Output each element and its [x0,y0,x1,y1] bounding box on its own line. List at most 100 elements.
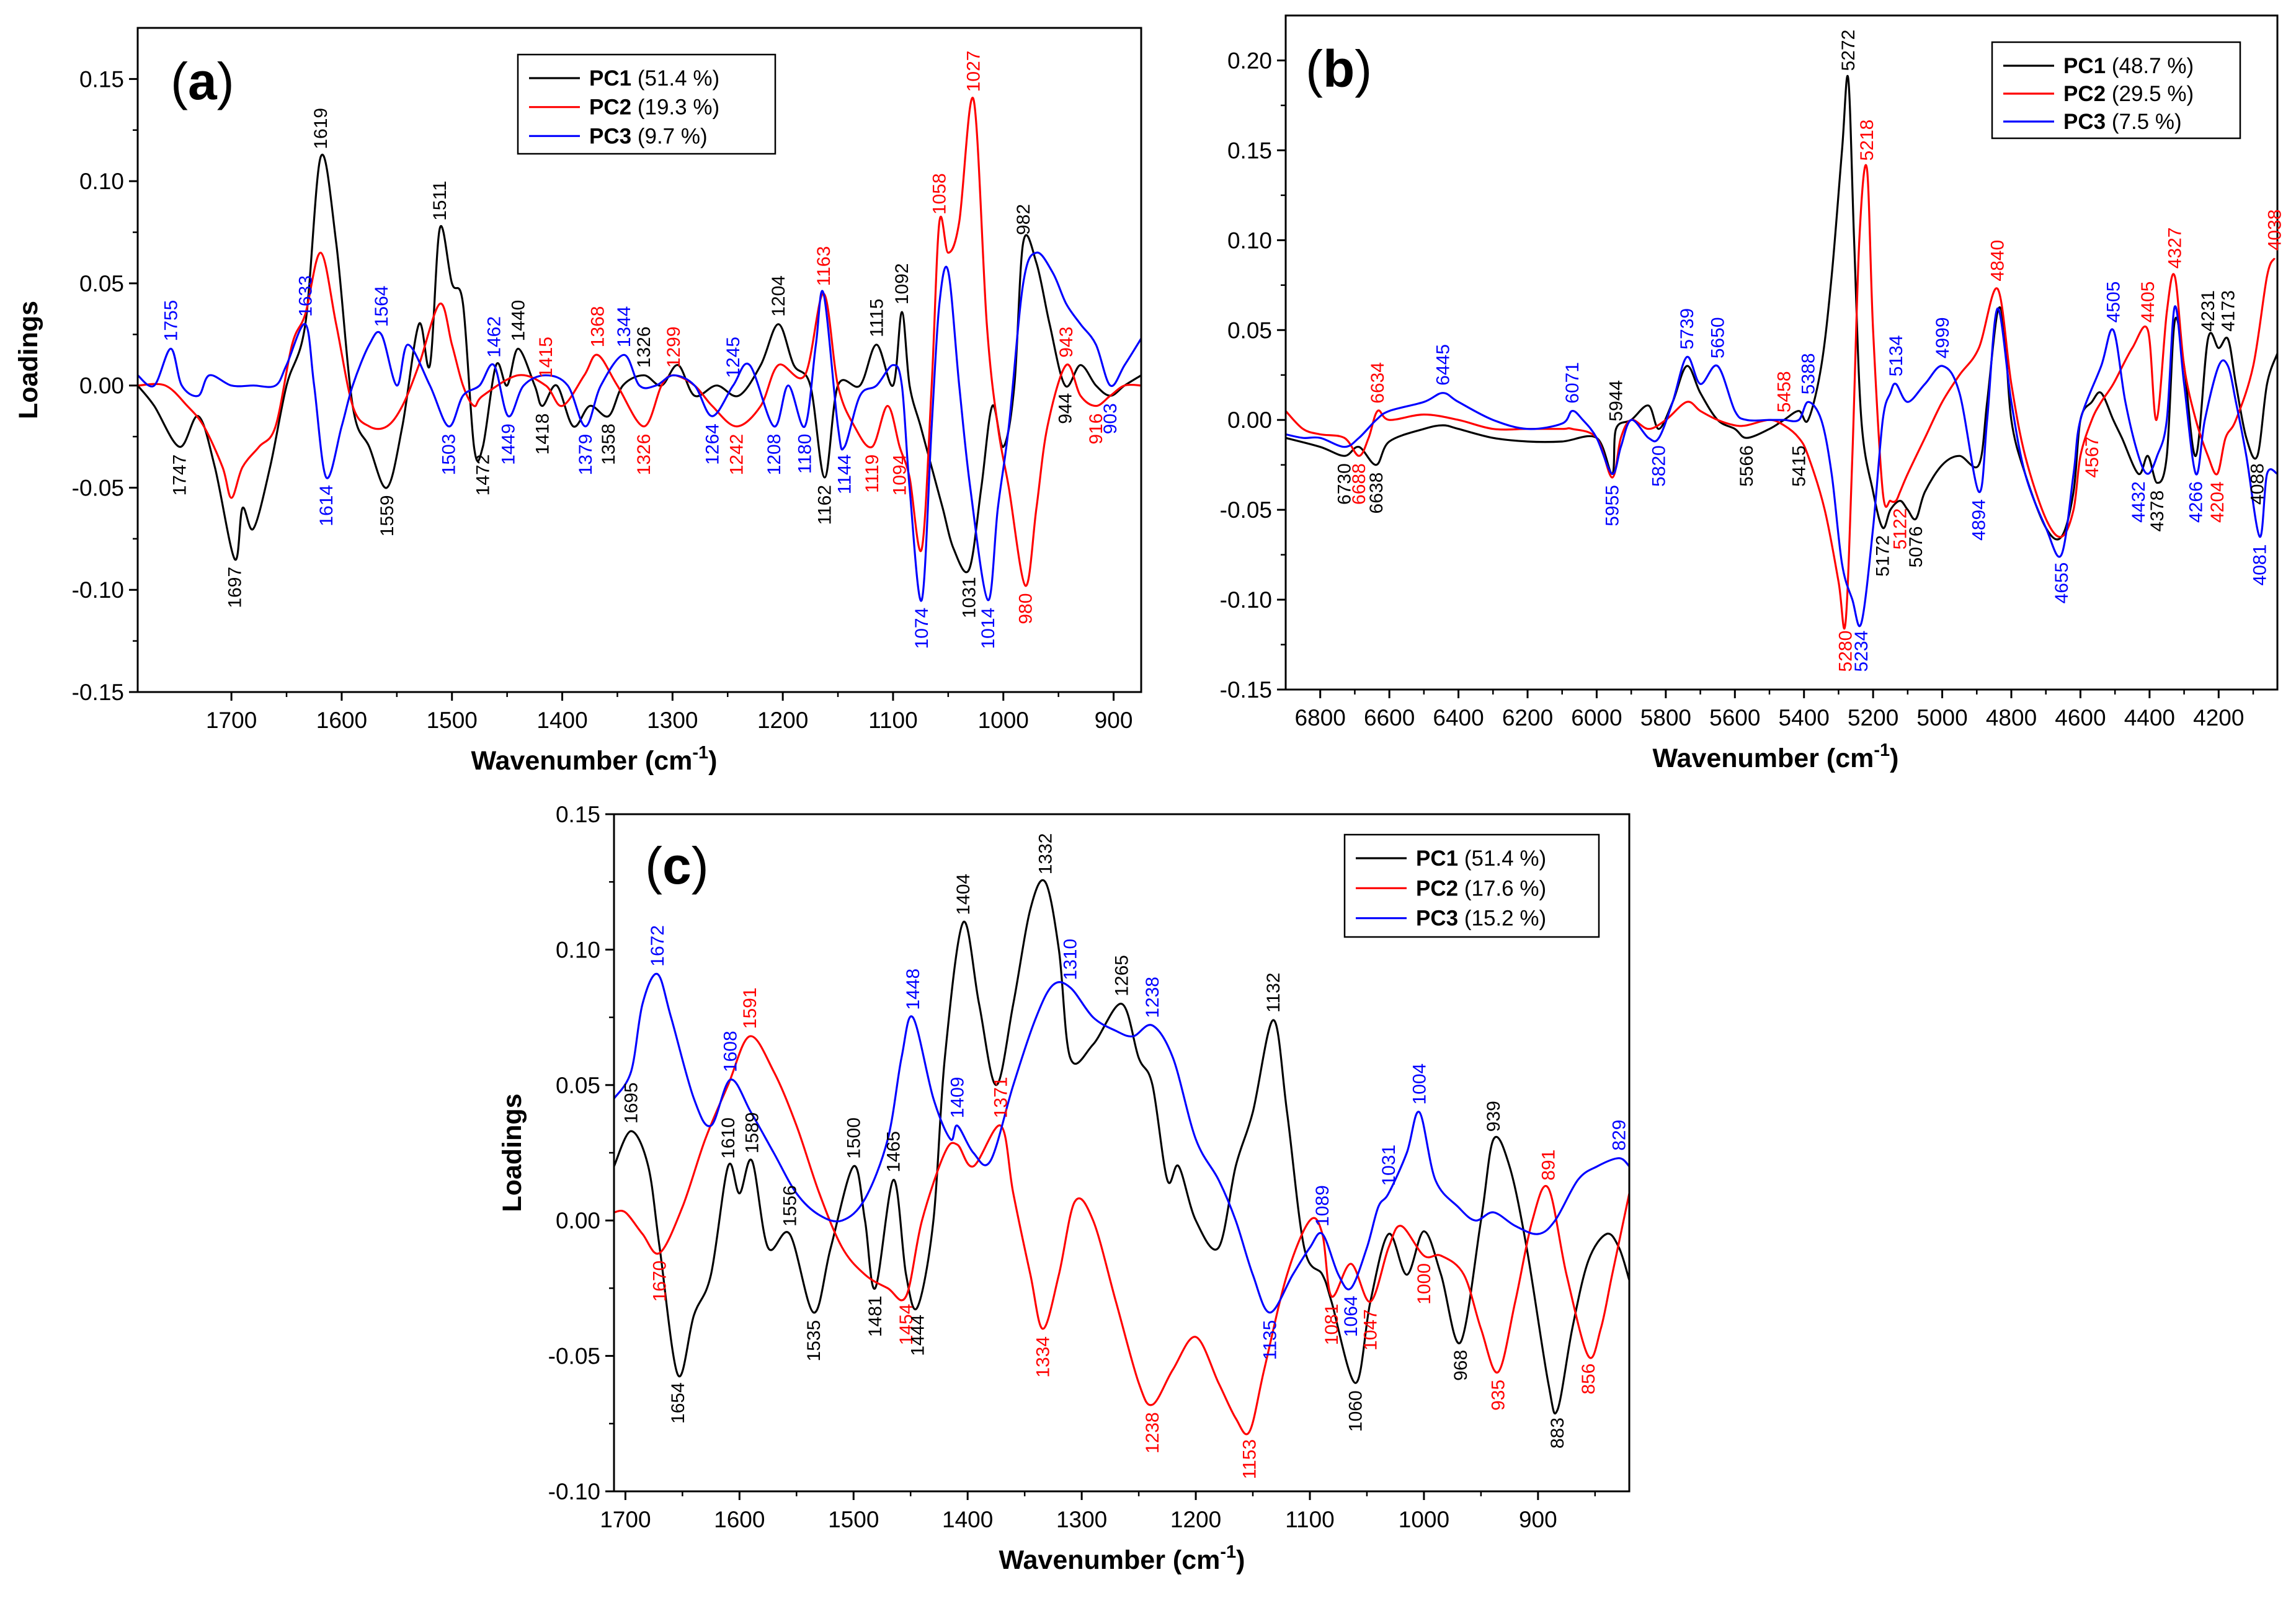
y-tick-label: 0.10 [1227,228,1272,253]
y-tick-label: 0.15 [1227,138,1272,163]
legend-label-pc1: PC1 (51.4 %) [589,66,719,91]
peak-label: 1238 [1142,1412,1163,1454]
peak-label: 1208 [764,434,785,476]
peak-label: 1564 [372,286,392,327]
peak-label: 5650 [1707,317,1728,358]
legend-label-pc3: PC3 (7.5 %) [2063,110,2182,134]
peak-label: 1633 [295,275,316,317]
peak-label: 1089 [1312,1185,1333,1227]
x-tick-label: 5200 [1848,705,1898,730]
peak-label: 1418 [533,414,553,455]
peak-label: 1535 [804,1320,824,1362]
panel-a: 1700 1600 1500 1400 1300 1200 1100 1000 9000.150… [14,27,1142,776]
legend-label-pc2: PC2 (29.5 %) [2063,82,2194,106]
peak-label: 1334 [1033,1336,1054,1378]
peak-label: 1163 [814,246,834,286]
y-axis: 0.20 0.15 0.10 0.05 0.00 -0.05 -0.10 -0.15 [1220,48,1286,703]
x-tick-label: 1200 [1170,1507,1221,1532]
peak-label: 939 [1484,1101,1504,1132]
y-tick-label: 0.10 [556,937,600,962]
peak-label: 1074 [912,608,932,649]
x-axis-title: Wavenumber (cm-1) [471,743,718,776]
peak-label: 6688 [1349,463,1369,505]
peak-label: 4405 [2138,282,2158,323]
series-group [138,96,1141,602]
x-tick-label: 1500 [828,1507,879,1532]
x-axis: 1700 1600 1500 1400 1300 1200 1100 1000 900 [206,692,1132,733]
x-tick-label: 5400 [1779,705,1830,730]
x-tick-label: 900 [1519,1507,1557,1532]
y-tick-label: 0.00 [79,373,124,399]
y-tick-label: -0.10 [72,577,124,603]
y-tick-label: -0.05 [72,475,124,500]
x-tick-label: 4800 [1986,705,2037,730]
series-line-pc2 [138,96,1141,587]
peak-label: 1326 [634,434,654,476]
peak-label: 1672 [647,925,668,967]
y-tick-label: -0.10 [548,1479,600,1504]
y-tick-label: -0.15 [1220,677,1272,703]
x-tick-label: 5600 [1709,705,1760,730]
peak-label: 5076 [1906,526,1926,568]
peak-label: 1326 [634,326,654,368]
legend-box [517,53,776,155]
x-tick-label: 4400 [2124,705,2175,730]
peak-label: 1589 [742,1112,763,1153]
peak-label: 6634 [1368,362,1388,404]
peak-label: 5122 [1890,508,1911,550]
peak-label: 982 [1013,204,1034,235]
peak-label: 1755 [161,300,181,342]
x-tick-label: 1100 [868,708,918,733]
peak-label: 4081 [2250,544,2271,586]
series-group [1286,75,2277,630]
x-axis-title: Wavenumber (cm-1) [1653,740,1899,773]
peak-label: 1371 [991,1077,1012,1119]
peak-label: 1695 [621,1082,642,1124]
peak-label: 4840 [1988,240,2008,282]
peak-label: 5388 [1798,353,1818,394]
peak-label: 1747 [170,455,190,496]
legend-label-pc2: PC2 (17.6 %) [1416,876,1546,900]
y-axis-title: Loadings [497,1093,527,1212]
peak-label: 5218 [1857,120,1877,161]
peak-label: 4894 [1969,499,1990,541]
peak-label: 5234 [1851,631,1872,672]
peak-label: 1511 [430,180,450,221]
x-tick-label: 1000 [978,708,1029,733]
peak-label: 1608 [721,1031,741,1072]
x-tick-label: 1000 [1399,1507,1449,1532]
y-tick-label: 0.05 [79,271,124,296]
peak-label: 1115 [866,299,887,337]
peak-label: 4231 [2198,290,2218,332]
y-tick-label: 0.05 [1227,317,1272,343]
peak-label: 1144 [835,455,855,495]
peak-label: 1238 [1142,977,1163,1018]
series-line-pc3 [614,973,1629,1314]
peak-label: 1081 [1322,1303,1342,1345]
peak-label: 1454 [896,1304,917,1346]
legend: PC1 (51.4 %) PC2 (17.6 %) PC3 (15.2 %) [1343,833,1600,938]
x-axis-title: Wavenumber (cm-1) [999,1542,1245,1575]
peak-label: 1180 [795,434,816,474]
x-tick-label: 1600 [316,708,367,733]
peak-label: 1462 [484,316,504,358]
peak-label: 943 [1056,327,1077,358]
peak-label: 1047 [1361,1309,1381,1351]
x-tick-label: 1400 [536,708,587,733]
x-tick-label: 6000 [1571,705,1622,730]
y-tick-label: 0.20 [1227,48,1272,73]
plot-frame [1284,14,2279,691]
x-tick-label: 6200 [1502,705,1553,730]
series-line-pc2 [614,1035,1629,1436]
y-tick-label: 0.00 [556,1208,600,1233]
peak-label: 1465 [884,1131,904,1173]
peak-label: 5134 [1886,335,1907,376]
peak-label: 6638 [1366,473,1387,514]
peak-label: 1014 [978,608,999,649]
peak-label: 1264 [702,424,723,465]
peak-label: 5172 [1873,535,1893,577]
peak-label: 1132 [1263,972,1284,1013]
y-axis: 0.15 0.10 0.05 0.00 -0.05 -0.10 -0.15 [72,66,138,705]
y-tick-label: -0.15 [72,680,124,705]
